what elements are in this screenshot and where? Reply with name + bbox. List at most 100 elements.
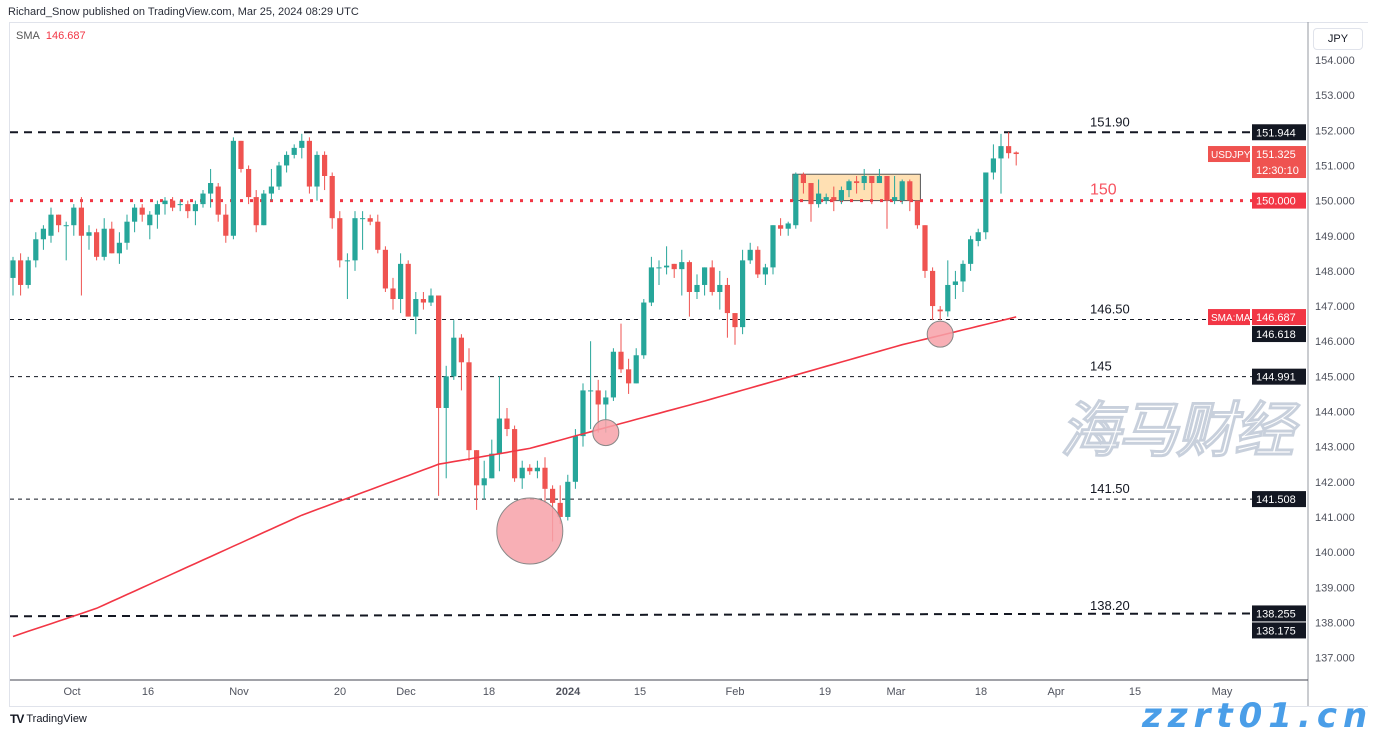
candle	[375, 214, 381, 254]
tradingview-logo[interactable]: TV TradingView	[10, 712, 87, 726]
candle	[808, 183, 814, 222]
candle-body	[968, 239, 974, 264]
candle	[25, 256, 31, 289]
candle	[694, 274, 700, 300]
candle-body	[443, 376, 449, 408]
candle-body	[428, 295, 434, 303]
candle-body	[793, 174, 799, 226]
currency-button[interactable]: JPY	[1313, 28, 1363, 50]
candle	[937, 306, 943, 321]
level-label: 141.50	[1090, 481, 1130, 496]
candle-body	[800, 174, 806, 184]
candle-body	[33, 239, 39, 261]
candle-body	[907, 181, 913, 201]
candle	[200, 190, 206, 208]
indicator-legend[interactable]: SMA 146.687	[16, 30, 86, 42]
candle-body	[618, 351, 624, 370]
candle	[405, 260, 411, 317]
sma-price-box-value: 146.687	[1256, 312, 1296, 324]
last-price-box-bg	[1252, 146, 1306, 179]
candle-body	[291, 147, 297, 155]
candle-body	[527, 467, 533, 472]
candle-body	[466, 362, 472, 451]
candle-body	[1006, 146, 1012, 154]
price-box-bg	[1252, 605, 1306, 622]
candle	[284, 151, 290, 173]
candle-body	[519, 467, 525, 479]
price-box-bg	[1252, 622, 1306, 639]
candle	[390, 277, 396, 310]
candle	[116, 232, 122, 264]
candle-body	[975, 232, 981, 242]
candle	[884, 175, 890, 229]
candle-body	[132, 207, 138, 222]
candle	[831, 186, 837, 212]
candle-body	[884, 175, 890, 201]
candle-body	[1013, 152, 1019, 155]
candle	[983, 172, 989, 240]
candle	[618, 323, 624, 373]
candle	[572, 429, 578, 489]
candle	[975, 228, 981, 247]
candle	[778, 218, 784, 236]
candle-body	[679, 262, 685, 270]
candle-body	[747, 249, 753, 261]
candle	[717, 270, 723, 310]
x-tick-label: Feb	[726, 686, 745, 698]
candle	[261, 190, 267, 226]
publisher-caption: Richard_Snow published on TradingView.co…	[8, 6, 359, 18]
candle	[344, 253, 350, 300]
candle	[474, 450, 480, 510]
candle-body	[914, 200, 920, 226]
price-box-bg	[1252, 491, 1306, 508]
level-label: 151.90	[1090, 114, 1130, 129]
candle	[86, 225, 92, 250]
candle-body	[268, 186, 274, 194]
candle-body	[63, 225, 69, 227]
candle-body	[253, 197, 259, 226]
candle-body	[48, 214, 54, 236]
candle	[238, 140, 244, 173]
x-tick-label: Apr	[1047, 686, 1064, 698]
candle	[71, 204, 77, 236]
price-box-value: 144.991	[1256, 372, 1296, 384]
candle	[18, 253, 24, 296]
candle	[565, 474, 571, 521]
tv-logo-icon: TV	[10, 712, 24, 726]
candle-body	[458, 337, 464, 363]
level-label: 138.20	[1090, 598, 1130, 613]
candle	[413, 291, 419, 335]
price-box-value: 150.000	[1256, 196, 1296, 208]
candle-body	[512, 429, 518, 479]
candle	[489, 439, 495, 479]
candle	[1013, 151, 1019, 166]
y-tick-label: 154.000	[1315, 55, 1355, 67]
y-tick-label: 138.000	[1315, 617, 1355, 629]
candle	[367, 214, 373, 226]
candle-body	[329, 175, 335, 219]
legend-indicator-name: SMA	[16, 30, 40, 42]
candle	[838, 186, 844, 205]
candle-body	[299, 140, 305, 148]
candle-body	[413, 299, 419, 317]
candle-body	[534, 467, 540, 472]
candle	[702, 267, 708, 296]
candle-body	[838, 190, 844, 201]
candle-body	[709, 267, 715, 292]
candle	[139, 204, 145, 222]
candle	[968, 235, 974, 271]
candle-body	[306, 140, 312, 187]
candle	[732, 313, 738, 345]
candle	[223, 204, 229, 243]
candle-body	[162, 200, 168, 205]
candle	[641, 299, 647, 359]
candle-body	[116, 242, 122, 254]
candle-body	[238, 140, 244, 169]
candle	[299, 133, 305, 159]
candle-body	[580, 390, 586, 437]
candle	[147, 211, 153, 240]
candle	[922, 225, 928, 278]
candle	[816, 179, 822, 208]
candle	[230, 137, 236, 240]
